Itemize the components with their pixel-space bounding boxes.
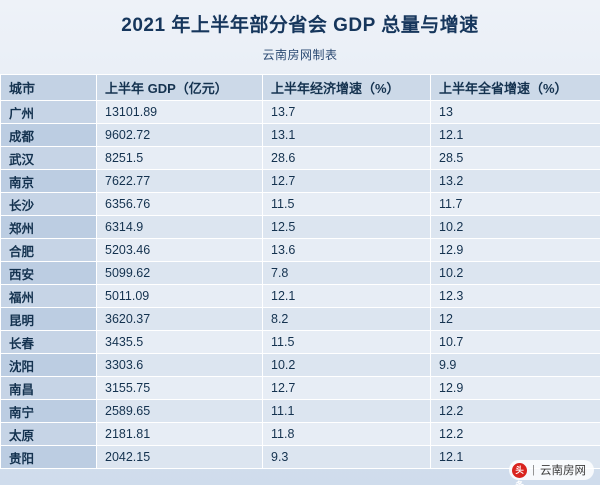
cell-city-growth: 8.2 — [263, 308, 431, 331]
watermark-label: 云南房网 — [540, 462, 586, 478]
column-header-gdp: 上半年 GDP（亿元） — [97, 75, 263, 101]
page-subtitle: 云南房网制表 — [0, 39, 600, 63]
cell-province-growth: 12.9 — [431, 239, 600, 262]
watermark-separator: | — [532, 464, 535, 476]
cell-province-growth: 10.7 — [431, 331, 600, 354]
cell-city: 福州 — [1, 285, 97, 308]
cell-city-growth: 11.8 — [263, 423, 431, 446]
cell-city-growth: 13.7 — [263, 101, 431, 124]
cell-city: 广州 — [1, 101, 97, 124]
table-header-row: 城市 上半年 GDP（亿元） 上半年经济增速（%） 上半年全省增速（%） — [1, 75, 600, 101]
cell-city-growth: 11.1 — [263, 400, 431, 423]
cell-gdp: 6314.9 — [97, 216, 263, 239]
toutiao-logo-icon: 头条 — [512, 463, 527, 478]
cell-province-growth: 28.5 — [431, 147, 600, 170]
cell-province-growth: 12.1 — [431, 124, 600, 147]
cell-gdp: 2589.65 — [97, 400, 263, 423]
cell-city: 长春 — [1, 331, 97, 354]
cell-gdp: 3303.6 — [97, 354, 263, 377]
cell-gdp: 3435.5 — [97, 331, 263, 354]
cell-gdp: 7622.77 — [97, 170, 263, 193]
page-title: 2021 年上半年部分省会 GDP 总量与增速 — [0, 0, 600, 39]
cell-gdp: 2181.81 — [97, 423, 263, 446]
cell-province-growth: 12 — [431, 308, 600, 331]
cell-province-growth: 12.9 — [431, 377, 600, 400]
cell-gdp: 8251.5 — [97, 147, 263, 170]
cell-gdp: 6356.76 — [97, 193, 263, 216]
cell-province-growth: 9.9 — [431, 354, 600, 377]
cell-province-growth: 11.7 — [431, 193, 600, 216]
cell-gdp: 5203.46 — [97, 239, 263, 262]
cell-city: 武汉 — [1, 147, 97, 170]
cell-province-growth: 10.2 — [431, 216, 600, 239]
cell-city: 南京 — [1, 170, 97, 193]
cell-gdp: 9602.72 — [97, 124, 263, 147]
cell-city-growth: 9.3 — [263, 446, 431, 469]
cell-gdp: 3620.37 — [97, 308, 263, 331]
cell-city: 太原 — [1, 423, 97, 446]
cell-gdp: 2042.15 — [97, 446, 263, 469]
cell-province-growth: 13.2 — [431, 170, 600, 193]
column-header-province-growth: 上半年全省增速（%） — [431, 75, 600, 101]
cell-city: 郑州 — [1, 216, 97, 239]
column-header-city-growth: 上半年经济增速（%） — [263, 75, 431, 101]
cell-city: 贵阳 — [1, 446, 97, 469]
cell-city-growth: 13.1 — [263, 124, 431, 147]
cell-city-growth: 7.8 — [263, 262, 431, 285]
cell-gdp: 5099.62 — [97, 262, 263, 285]
cell-city-growth: 12.5 — [263, 216, 431, 239]
cell-city: 南昌 — [1, 377, 97, 400]
cell-gdp: 13101.89 — [97, 101, 263, 124]
cell-city-growth: 28.6 — [263, 147, 431, 170]
cell-province-growth: 10.2 — [431, 262, 600, 285]
cell-city-growth: 11.5 — [263, 331, 431, 354]
cell-city: 沈阳 — [1, 354, 97, 377]
cell-city-growth: 10.2 — [263, 354, 431, 377]
cell-city: 合肥 — [1, 239, 97, 262]
cell-province-growth: 12.2 — [431, 423, 600, 446]
cell-city-growth: 12.7 — [263, 170, 431, 193]
table-header: 城市 上半年 GDP（亿元） 上半年经济增速（%） 上半年全省增速（%） — [1, 75, 600, 101]
cell-city: 西安 — [1, 262, 97, 285]
cell-city: 昆明 — [1, 308, 97, 331]
cell-gdp: 3155.75 — [97, 377, 263, 400]
cell-city-growth: 13.6 — [263, 239, 431, 262]
cell-city-growth: 12.7 — [263, 377, 431, 400]
cell-province-growth: 12.2 — [431, 400, 600, 423]
cell-city-growth: 11.5 — [263, 193, 431, 216]
cell-city: 长沙 — [1, 193, 97, 216]
column-header-city: 城市 — [1, 75, 97, 101]
watermark: 头条 | 云南房网 — [509, 460, 594, 480]
cell-province-growth: 13 — [431, 101, 600, 124]
cell-city: 成都 — [1, 124, 97, 147]
cell-city: 南宁 — [1, 400, 97, 423]
cell-gdp: 5011.09 — [97, 285, 263, 308]
cell-city-growth: 12.1 — [263, 285, 431, 308]
cell-province-growth: 12.3 — [431, 285, 600, 308]
